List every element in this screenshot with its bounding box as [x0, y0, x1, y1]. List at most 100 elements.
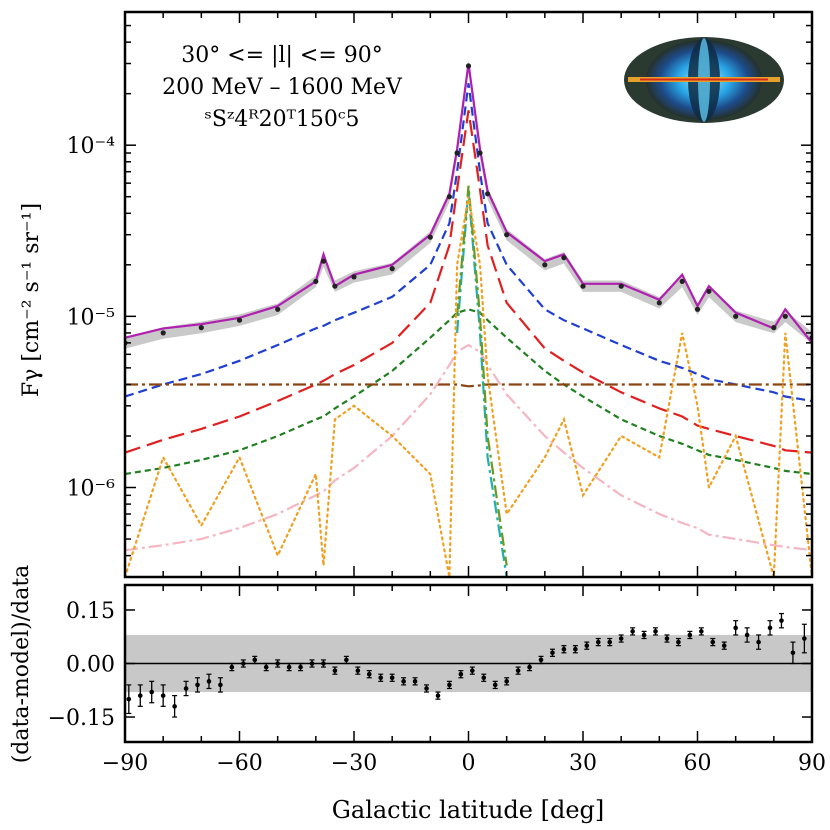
data-point [427, 234, 433, 240]
residual-point [527, 664, 532, 670]
residual-point [641, 632, 647, 638]
residual-point [172, 704, 177, 709]
y-tick-label: 10⁻⁶ [67, 477, 116, 502]
data-point [477, 150, 483, 156]
y-tick-label: −0.15 [48, 706, 115, 731]
data-point [656, 300, 662, 306]
residual-point [160, 693, 166, 698]
residual-point [195, 682, 200, 688]
residual-point [263, 664, 269, 670]
data-point [236, 317, 243, 323]
residual-point [492, 682, 498, 688]
residual-point [183, 686, 189, 691]
residual-point [149, 689, 155, 695]
y-tick-label: 0.15 [66, 599, 115, 624]
residual-point [401, 679, 406, 684]
residual-point [515, 668, 521, 673]
annotation-line-1: 30° <= |l| <= 90° [181, 43, 383, 68]
series-line-4 [125, 308, 812, 476]
data-point [389, 266, 395, 272]
x-tick-label: 90 [798, 751, 826, 776]
residual-point [561, 646, 567, 652]
residual-point [584, 643, 590, 648]
residual-point [744, 632, 750, 638]
data-point [275, 306, 281, 312]
data-point [771, 325, 777, 331]
residual-point [618, 636, 624, 641]
residual-point [344, 657, 349, 663]
residual-point [538, 657, 544, 663]
residual-point [756, 639, 761, 645]
residual-point [218, 682, 223, 688]
data-point [351, 274, 357, 280]
residual-point [309, 661, 315, 666]
data-point [446, 194, 452, 200]
residual-point [366, 671, 372, 677]
residual-point [767, 625, 773, 631]
x-tick-label: 0 [462, 751, 476, 776]
data-point [542, 262, 548, 268]
residual-point [481, 675, 487, 681]
y-tick-label: 10⁻⁴ [67, 134, 116, 159]
residual-point [550, 650, 555, 656]
data-point [706, 288, 712, 294]
residual-point [653, 629, 658, 634]
residual-point [206, 679, 212, 684]
residual-point [389, 675, 395, 681]
residual-point [802, 636, 807, 641]
data-point [465, 63, 472, 69]
residual-point [275, 661, 280, 666]
series-line-5 [125, 383, 812, 388]
y-axis-label-top: Fγ [cm⁻² s⁻¹ sr⁻¹] [19, 203, 44, 397]
residual-point [687, 632, 693, 638]
y-tick-label: 10⁻⁵ [67, 305, 115, 330]
x-tick-label: −60 [216, 751, 262, 776]
residual-point [412, 679, 418, 684]
residual-point [458, 671, 464, 677]
residual-point [424, 686, 429, 691]
data-point [504, 232, 510, 238]
data-point [733, 313, 739, 319]
data-point [782, 313, 788, 319]
residual-point [137, 693, 143, 698]
residual-point [241, 661, 246, 666]
bottom-panel: −0.15 0.00 0.15 −90 −60 −30 0 30 60 90 (data-mod… [9, 565, 826, 824]
data-point [160, 330, 166, 336]
data-point [618, 283, 624, 289]
residual-point [733, 625, 738, 631]
series-line-8 [456, 185, 508, 566]
top-panel: 10⁻⁶ 10⁻⁵ 10⁻⁴ Fγ [cm⁻² s⁻¹ sr⁻¹] 30° <= |… [19, 10, 814, 579]
x-tick-label: 60 [684, 751, 712, 776]
annotation-line-3: ˢSᶻ4ᴿ20ᵀ150ᶜ5 [204, 107, 359, 132]
data-point [454, 150, 460, 156]
residual-point [664, 636, 670, 641]
data-point [694, 306, 701, 312]
series-line-6 [125, 343, 812, 552]
residual-point [710, 639, 716, 645]
residual-point [630, 629, 635, 634]
x-tick-label: 30 [569, 751, 597, 776]
residual-point [378, 675, 384, 681]
residual-point [298, 664, 303, 670]
data-point [485, 191, 491, 197]
y-tick-label: 0.00 [66, 653, 115, 678]
residual-point [229, 664, 235, 670]
data-point [679, 278, 685, 284]
residual-point [595, 639, 601, 645]
residual-point [699, 629, 704, 634]
data-point [561, 255, 567, 261]
residual-point [252, 657, 258, 663]
series-line-9 [125, 196, 812, 577]
residual-point [721, 643, 727, 648]
x-tick-label: −90 [102, 751, 148, 776]
data-point [313, 278, 319, 284]
residual-point [286, 664, 292, 670]
data-uncertainty-band [125, 60, 812, 349]
data-point [332, 283, 338, 289]
data-point [320, 258, 327, 264]
residual-point [676, 639, 681, 645]
residual-point [435, 693, 441, 698]
data-point [198, 325, 204, 331]
residual-point [447, 682, 452, 688]
